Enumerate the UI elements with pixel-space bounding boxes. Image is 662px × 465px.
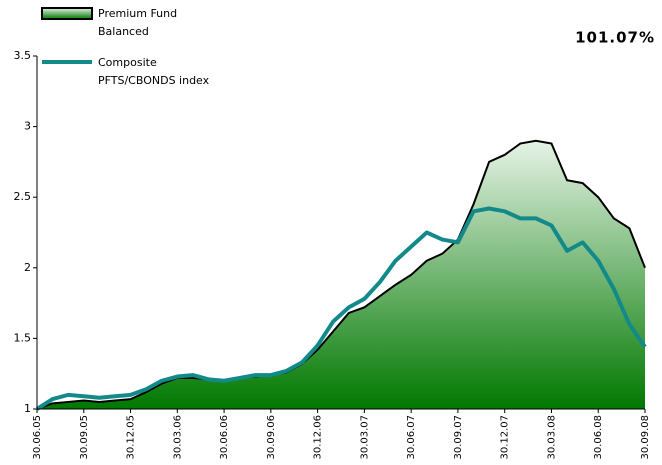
y-tick-label: 3 (24, 120, 31, 133)
legend-label: Premium Fund Balanced (98, 7, 177, 38)
x-tick-label: 30.12.07 (500, 415, 511, 460)
legend-label: Composite PFTS/CBONDS index (98, 56, 210, 87)
x-tick-label: 30.09.06 (266, 415, 277, 460)
index-line (35, 206, 647, 411)
y-tick-label: 2 (24, 261, 31, 274)
x-tick-label: 30.03.08 (546, 415, 557, 460)
x-tick-label: 30.03.06 (172, 415, 183, 460)
x-tick-label: 30.09.08 (640, 415, 651, 460)
area-outline (36, 139, 646, 410)
x-tick-label: 30.06.07 (406, 415, 417, 460)
annotation: 101.07% (575, 29, 655, 47)
x-tick-label: 30.09.07 (453, 415, 464, 460)
y-tick-label: 2.5 (14, 190, 32, 203)
x-tick-label: 30.06.08 (593, 415, 604, 460)
y-tick-label: 1.5 (14, 331, 32, 344)
x-tick-label: 30.09.05 (79, 415, 90, 460)
x-tick-label: 30.12.05 (126, 415, 137, 460)
x-tick-label: 30.06.05 (32, 415, 43, 460)
x-tick-label: 30.03.07 (359, 415, 370, 460)
legend-swatch-area (41, 7, 93, 20)
x-tick-label: 30.06.06 (219, 415, 230, 460)
x-tick-label: 30.12.06 (313, 415, 324, 460)
y-tick-label: 1 (24, 402, 31, 415)
area (37, 140, 645, 409)
y-tick-label: 3.5 (14, 49, 32, 62)
